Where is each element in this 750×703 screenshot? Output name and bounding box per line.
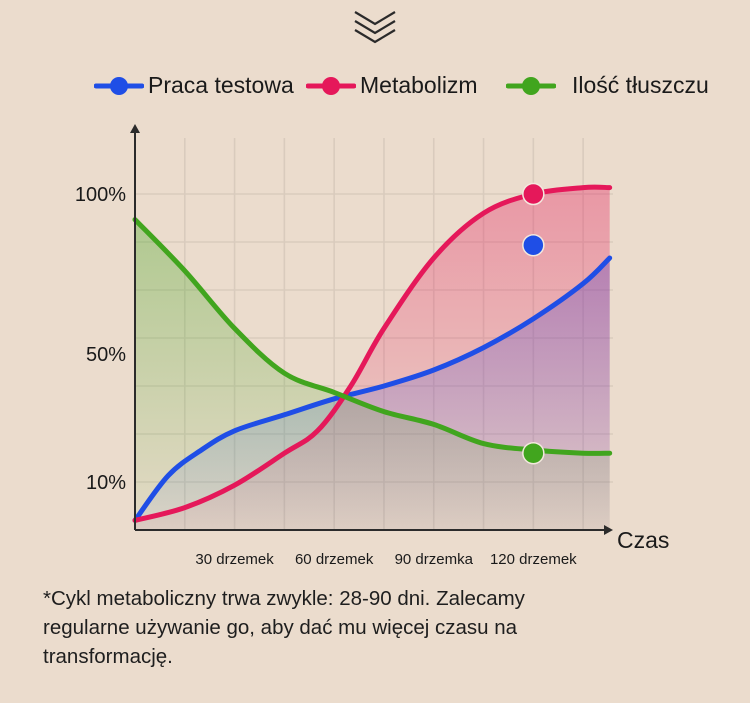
legend-item-praca-testowa: Praca testowa xyxy=(94,72,294,99)
y-axis-arrow xyxy=(130,124,140,133)
data-point xyxy=(522,182,545,206)
legend-marker-red xyxy=(306,76,356,95)
legend-label: Praca testowa xyxy=(148,72,294,98)
series-line xyxy=(132,255,613,523)
x-tick-label: 60 drzemek xyxy=(295,551,374,568)
legend-marker-blue xyxy=(94,76,144,95)
legend-item-ilosc-tluszczu: Ilość tłuszczu xyxy=(506,72,709,99)
legend-marker-green xyxy=(506,76,556,95)
data-point xyxy=(522,441,545,465)
legend-label: Metabolizm xyxy=(360,72,478,98)
series-area xyxy=(135,219,610,530)
x-axis-title: Czas xyxy=(617,527,669,553)
x-tick-label: 120 drzemek xyxy=(490,551,577,568)
x-tick-label: 90 drzemka xyxy=(395,551,474,568)
legend-item-metabolizm: Metabolizm xyxy=(306,72,478,99)
data-point xyxy=(522,233,545,257)
line-chart: 100% 50% 10% 30 drzemek 60 drzemek 90 drzemka… xyxy=(75,124,669,568)
triple-chevron-down-icon xyxy=(354,11,396,44)
footnote: *Cykl metaboliczny trwa zwykle: 28-90 dn… xyxy=(43,584,683,671)
footnote-line: transformację. xyxy=(43,645,173,668)
y-tick-label: 100% xyxy=(75,184,126,206)
y-tick-label: 50% xyxy=(86,344,126,366)
y-tick-label: 10% xyxy=(86,472,126,494)
legend-label: Ilość tłuszczu xyxy=(572,72,709,98)
chart-legend: Praca testowa Metabolizm Ilość tłuszczu xyxy=(0,72,750,102)
footnote-line: *Cykl metaboliczny trwa zwykle: 28-90 dn… xyxy=(43,587,525,610)
series-line xyxy=(132,217,613,456)
x-tick-label: 30 drzemek xyxy=(195,551,274,568)
footnote-line: regularne używanie go, aby dać mu więcej… xyxy=(43,616,518,639)
x-axis-arrow xyxy=(604,525,613,535)
